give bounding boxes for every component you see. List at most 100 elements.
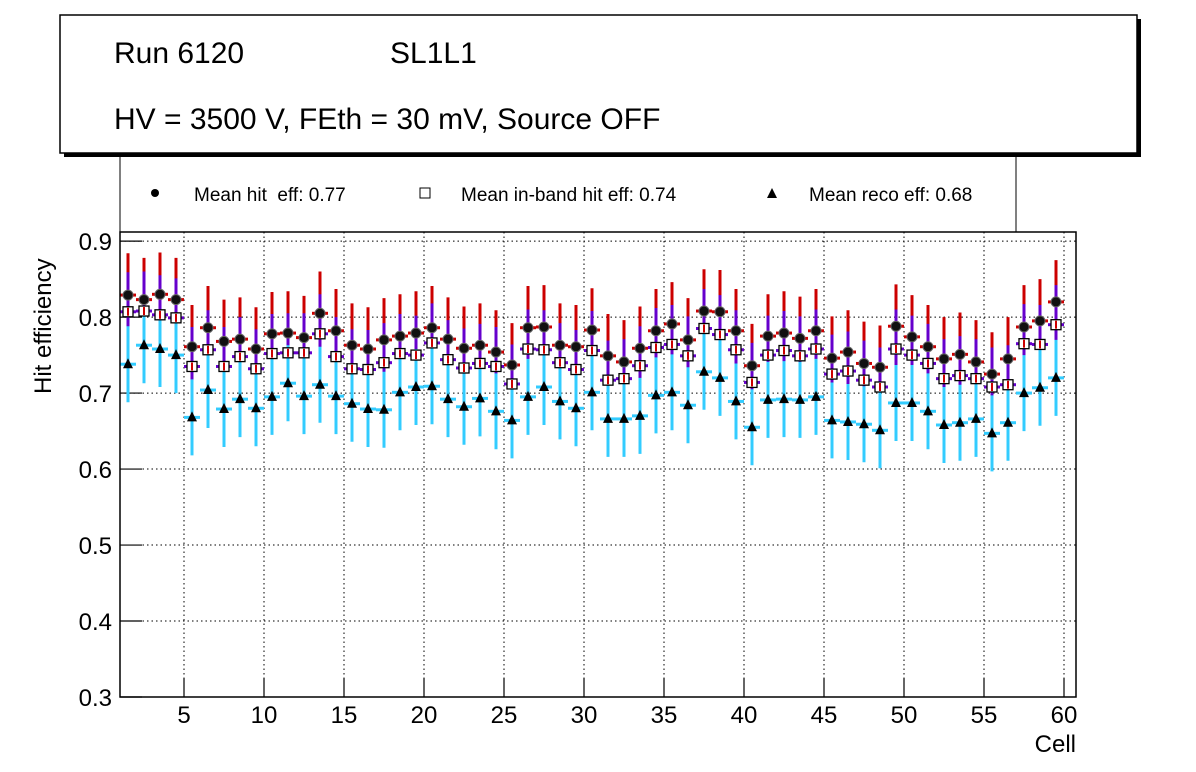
hit-point: [346, 339, 358, 351]
reco-point: [219, 403, 229, 414]
hit-point: [1050, 296, 1062, 308]
layer-label: SL1L1: [390, 37, 477, 70]
reco-point: [891, 396, 901, 407]
legend-frame: [119, 153, 1017, 232]
reco-point: [187, 411, 197, 422]
hit-point: [234, 333, 246, 345]
hit-point: [298, 332, 310, 344]
reco-point: [955, 416, 965, 427]
reco-point: [459, 400, 469, 411]
reco-point: [155, 343, 165, 354]
reco-point: [299, 390, 309, 401]
hit-point: [554, 339, 566, 351]
reco-point: [603, 412, 613, 423]
reco-point: [1035, 381, 1045, 392]
y-tick-label: 0.7: [79, 381, 112, 408]
hit-point: [378, 334, 390, 346]
hit-point: [506, 359, 518, 371]
hit-point: [586, 324, 598, 336]
title-box: Run 6120 SL1L1 HV = 3500 V, FEth = 30 mV…: [59, 14, 1141, 157]
reco-point: [683, 399, 693, 410]
y-tick-label: 0.5: [79, 533, 112, 560]
hit-point: [570, 341, 582, 353]
reco-point: [843, 415, 853, 426]
reco-point: [811, 390, 821, 401]
reco-point: [331, 390, 341, 401]
reco-point: [267, 390, 277, 401]
reco-point: [555, 395, 565, 406]
reco-point: [635, 409, 645, 420]
reco-point: [987, 427, 997, 438]
hit-point: [154, 288, 166, 300]
hit-point: [746, 360, 758, 372]
hit-point: [170, 294, 182, 306]
hit-point: [122, 289, 134, 301]
reco-point: [763, 393, 773, 404]
grid: [120, 232, 1076, 698]
reco-point: [651, 389, 661, 400]
reco-point: [283, 377, 293, 388]
hit-point: [474, 339, 486, 351]
hit-point: [826, 352, 838, 364]
legend-circle-marker: [151, 189, 159, 197]
reco-point: [1019, 387, 1029, 398]
x-tick-label: 60: [1051, 702, 1078, 729]
legend-triangle-marker: [767, 188, 777, 198]
y-tick-label: 0.4: [79, 609, 112, 636]
axes: 5 10 15 20 25 30 35 40 45 50 55 60 0.3 0.4 0.5 0.6 0.7 0.…: [79, 229, 1078, 729]
title-box-frame: [59, 14, 1138, 154]
x-tick-label: 5: [177, 702, 190, 729]
reco-point: [139, 339, 149, 350]
x-tick-label: 40: [731, 702, 758, 729]
reco-point: [571, 402, 581, 413]
hit-point: [282, 327, 294, 339]
hit-point: [186, 341, 198, 353]
x-tick-label: 35: [651, 702, 678, 729]
reco-point: [731, 395, 741, 406]
x-tick-label: 15: [331, 702, 358, 729]
legend: Mean hit eff: 0.77 Mean in-band hit eff:…: [119, 153, 1017, 232]
reco-point: [747, 421, 757, 432]
hit-point: [410, 327, 422, 339]
x-tick-label: 30: [571, 702, 598, 729]
hit-point: [362, 343, 374, 355]
reco-point: [235, 393, 245, 404]
hit-point: [874, 361, 886, 373]
reco-point: [859, 418, 869, 429]
reco-point: [699, 365, 709, 376]
reco-point: [491, 405, 501, 416]
reco-point: [347, 397, 357, 408]
plot-frame: [119, 231, 1077, 698]
reco-point: [923, 405, 933, 416]
reco-point: [475, 392, 485, 403]
hit-point: [330, 325, 342, 337]
x-tick-label: 45: [811, 702, 838, 729]
reco-point: [411, 381, 421, 391]
reco-point: [715, 371, 725, 382]
conditions-label: HV = 3500 V, FEth = 30 mV, Source OFF: [114, 103, 660, 136]
hit-point: [138, 294, 150, 306]
hit-point: [682, 334, 694, 346]
legend-reco: Mean reco eff: 0.68: [809, 185, 972, 206]
reco-point: [251, 402, 261, 413]
reco-point: [507, 414, 517, 425]
hit-point: [618, 356, 630, 368]
legend-hit: Mean hit eff: 0.77: [194, 185, 346, 206]
reco-point: [1003, 416, 1013, 427]
hit-point: [490, 346, 502, 358]
reco-point: [907, 396, 917, 407]
hit-point: [906, 331, 918, 343]
reco-point: [795, 393, 805, 404]
reco-point: [523, 390, 533, 401]
reco-point: [827, 414, 837, 425]
reco-point: [171, 349, 181, 360]
hit-point: [890, 320, 902, 332]
hit-point: [394, 330, 406, 342]
hit-point: [794, 332, 806, 344]
reco-point: [667, 386, 677, 397]
hit-point: [634, 342, 646, 354]
reco-point: [379, 403, 389, 414]
legend-square-marker: [419, 187, 431, 199]
hit-point: [1002, 353, 1014, 365]
